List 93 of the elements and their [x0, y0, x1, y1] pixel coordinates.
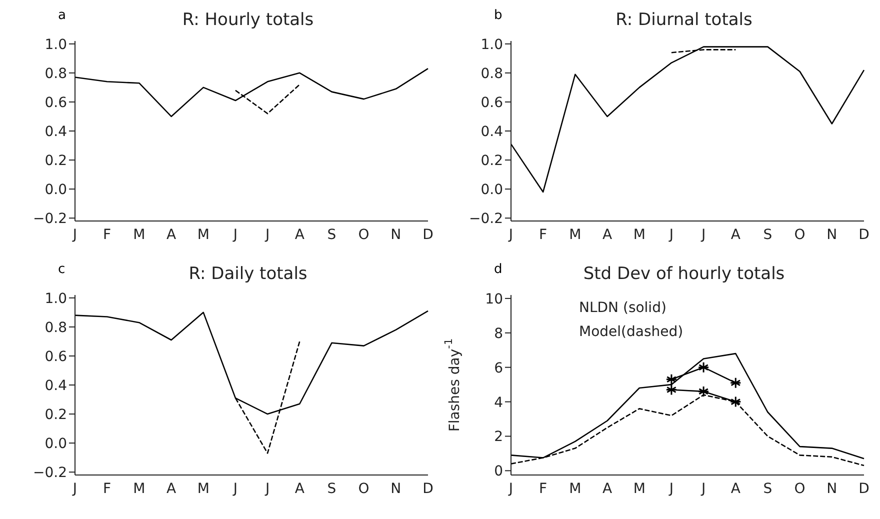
- y-tick-label: 0.8: [44, 66, 67, 82]
- x-tick-label: M: [197, 480, 210, 497]
- x-tick-label: S: [763, 480, 772, 497]
- y-tick-label: −0.2: [33, 465, 67, 482]
- x-tick-label: J: [232, 480, 238, 497]
- x-tick-label: J: [264, 480, 270, 497]
- point: [730, 377, 742, 389]
- y-tick-label: 0.0: [44, 182, 67, 198]
- x-tick-label: S: [763, 226, 772, 243]
- y-tick-label: −0.2: [469, 211, 503, 228]
- y-tick-label: 6: [494, 360, 504, 376]
- x-tick-label: N: [826, 226, 838, 243]
- x-tick-label: J: [508, 226, 514, 243]
- x-tick-label: J: [72, 480, 78, 497]
- x-tick-label: A: [730, 226, 741, 243]
- x-tick-label: J: [700, 226, 706, 243]
- annotation: Model(dashed): [579, 324, 684, 340]
- x-tick-label: S: [327, 480, 336, 497]
- x-tick-label: A: [294, 226, 305, 243]
- x-tick-label: O: [794, 480, 806, 497]
- x-tick-label: A: [166, 480, 176, 497]
- line-series: [74, 68, 429, 118]
- x-tick-label: M: [133, 226, 146, 243]
- x-tick-label: F: [103, 480, 112, 497]
- x-tick-label: M: [569, 480, 582, 497]
- x-tick-label: M: [197, 226, 210, 243]
- x-tick-label: M: [569, 226, 582, 243]
- chart-title: R: Daily totals: [188, 264, 308, 284]
- x-tick-label: O: [794, 226, 806, 243]
- x-tick-label: N: [826, 480, 838, 497]
- annotation: NLDN (solid): [579, 300, 666, 316]
- x-tick-label: M: [633, 226, 646, 243]
- x-tick-label: D: [422, 226, 434, 243]
- y-tick-label: 0.0: [44, 436, 67, 452]
- y-tick-label: 0.8: [44, 320, 67, 336]
- point: [698, 386, 710, 398]
- x-tick-label: N: [390, 480, 402, 497]
- x-tick-label: J: [264, 226, 270, 243]
- x-tick-label: F: [539, 480, 548, 497]
- x-tick-label: D: [858, 226, 870, 243]
- x-tick-label: A: [730, 480, 741, 497]
- text: a: [58, 8, 66, 23]
- x-tick-label: N: [390, 226, 402, 243]
- y-tick-label: 1.0: [44, 290, 67, 307]
- y-tick-label: 0.2: [480, 153, 503, 169]
- x-tick-label: O: [358, 480, 370, 497]
- chart-title: Std Dev of hourly totals: [583, 264, 785, 284]
- y-tick-label: −0.2: [33, 211, 67, 228]
- text: c: [58, 262, 66, 277]
- x-tick-label: J: [232, 226, 238, 243]
- y-tick-label: 0.4: [44, 378, 68, 394]
- chart-title: R: Diurnal totals: [616, 10, 752, 30]
- y-tick-label: 2: [494, 429, 503, 446]
- y-tick-label: 8: [494, 326, 503, 342]
- point: [698, 362, 710, 374]
- y-tick-label: 0.6: [480, 94, 504, 111]
- y-tick-label: 4: [494, 394, 504, 411]
- y-tick-label: 0.0: [480, 182, 503, 198]
- x-tick-label: J: [72, 226, 78, 243]
- x-tick-label: J: [668, 480, 674, 497]
- point: [730, 396, 742, 408]
- x-tick-label: F: [539, 226, 548, 243]
- x-tick-label: F: [103, 226, 112, 243]
- point: [666, 384, 678, 396]
- y-tick-label: 10: [485, 291, 503, 308]
- y-tick-label: 0.2: [44, 153, 67, 169]
- y-tick-label: 1.0: [44, 36, 67, 53]
- x-tick-label: S: [327, 226, 336, 243]
- point: [666, 374, 678, 386]
- x-tick-label: J: [508, 480, 514, 497]
- chart-title: R: Hourly totals: [182, 10, 314, 30]
- x-tick-label: M: [133, 480, 146, 497]
- y-tick-label: 0.6: [44, 348, 68, 365]
- x-tick-label: A: [602, 480, 612, 497]
- y-tick-label: 0.8: [480, 66, 503, 82]
- x-tick-label: A: [602, 226, 612, 243]
- x-tick-label: O: [358, 226, 370, 243]
- line-series: [510, 46, 865, 193]
- x-tick-label: A: [166, 226, 176, 243]
- x-tick-label: D: [422, 480, 434, 497]
- x-tick-label: A: [294, 480, 305, 497]
- y-tick-label: 0.4: [44, 124, 68, 140]
- y-tick-label: 0.2: [44, 407, 67, 423]
- y-tick-label: 0.4: [480, 124, 504, 140]
- y-tick-label: 0: [494, 464, 503, 480]
- y-tick-label: 1.0: [480, 36, 503, 53]
- x-tick-label: J: [668, 226, 674, 243]
- x-tick-label: M: [633, 480, 646, 497]
- text: d: [494, 262, 502, 277]
- text: b: [494, 8, 502, 23]
- x-tick-label: J: [700, 480, 706, 497]
- x-tick-label: D: [858, 480, 870, 497]
- y-tick-label: 0.6: [44, 94, 68, 111]
